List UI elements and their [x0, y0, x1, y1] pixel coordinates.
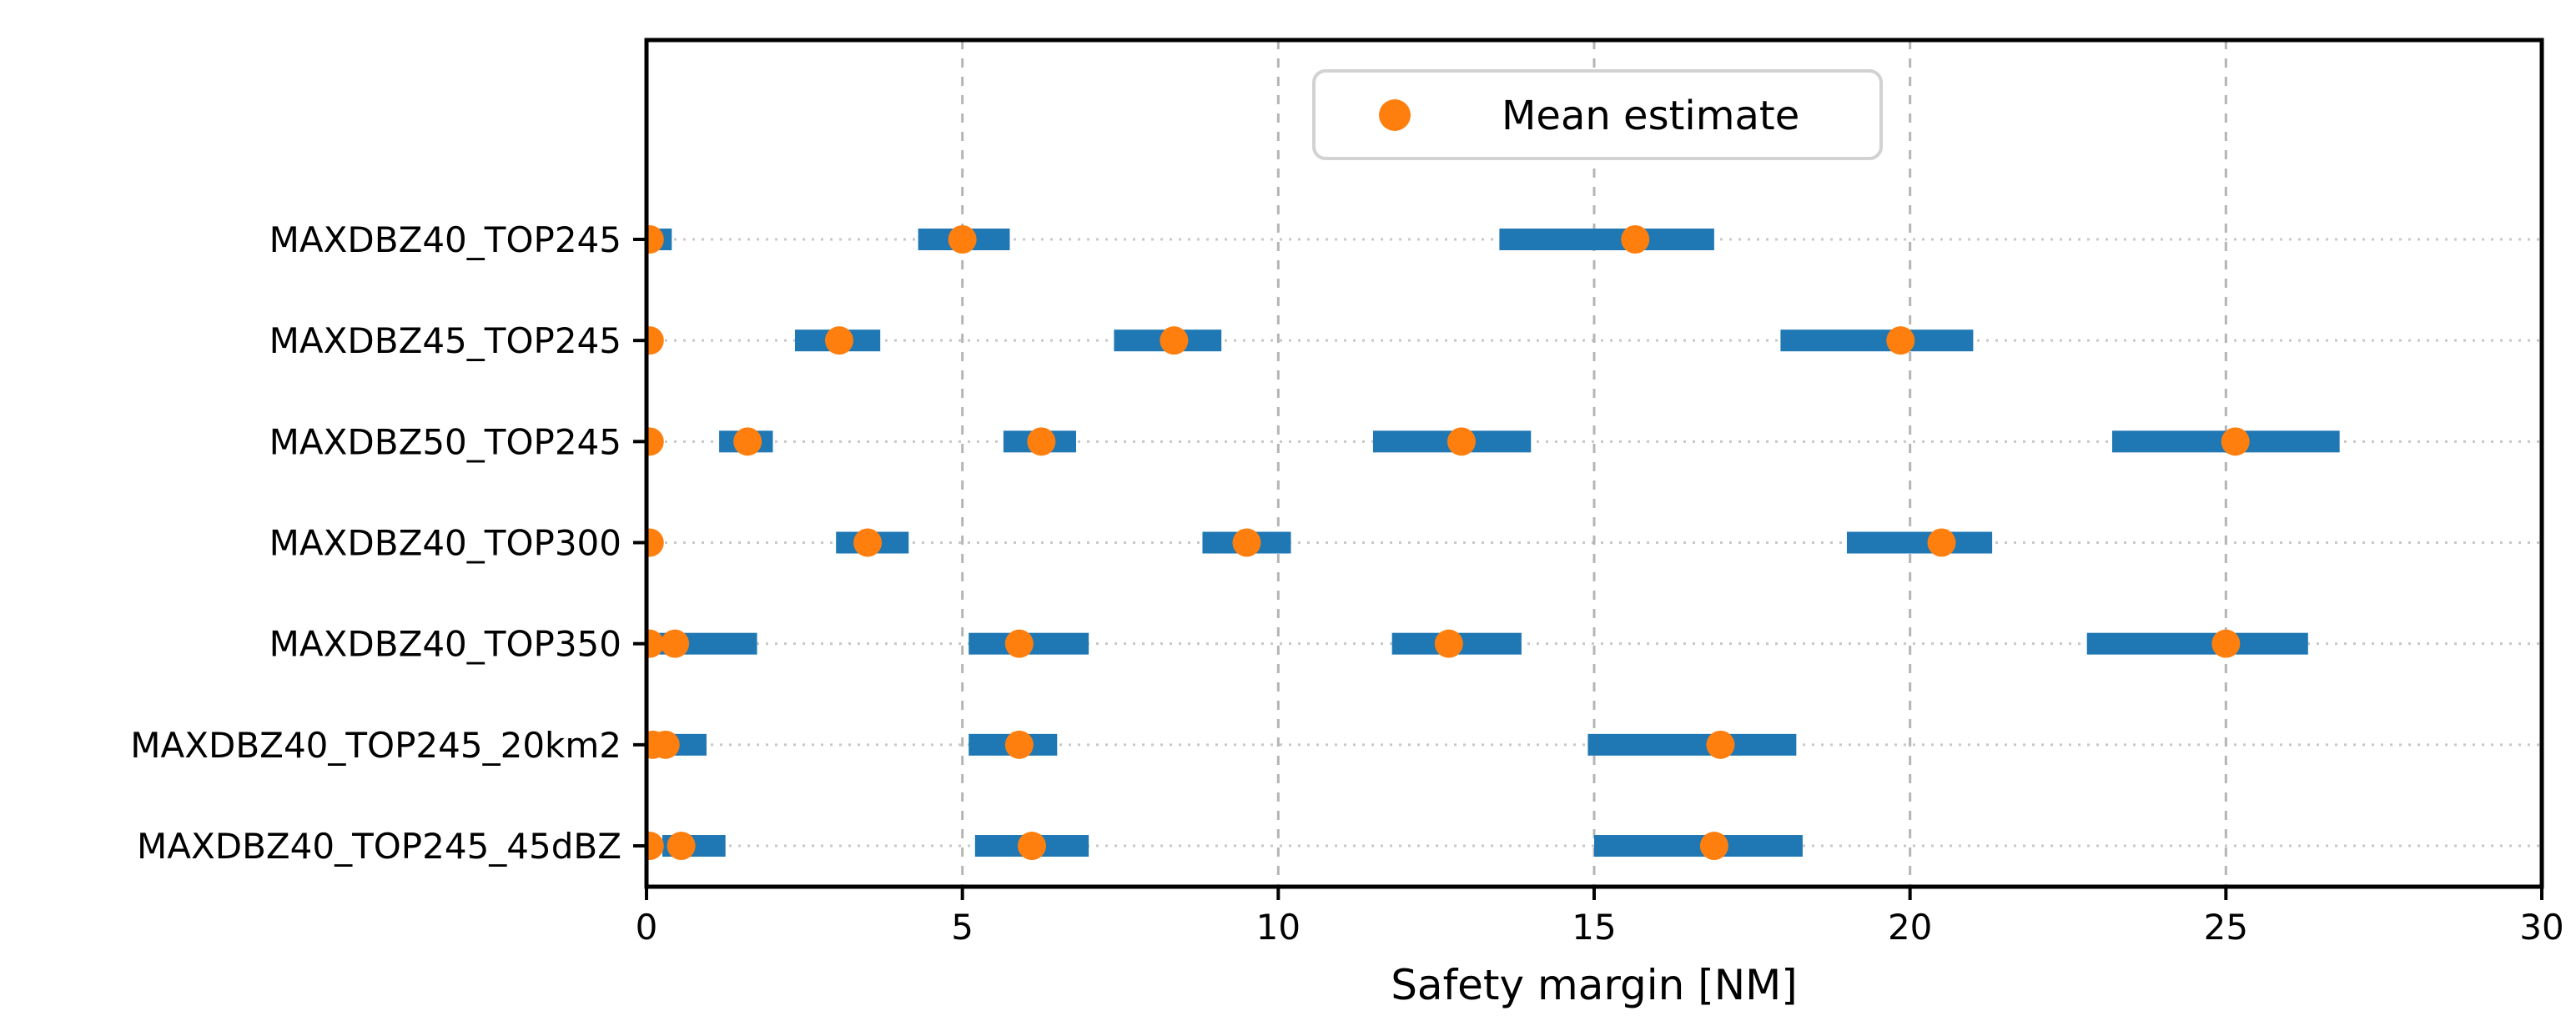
mean-dot: [667, 832, 696, 861]
mean-dot: [1927, 528, 1956, 557]
legend: Mean estimate: [1312, 69, 1883, 160]
x-tick-label: 0: [636, 907, 658, 948]
axes-layer: 0 5 10 15 20 25 30 MAXDBZ40_TOP245 MAXDBZ45_TOP2…: [130, 219, 2563, 948]
data-layer: [647, 225, 2340, 861]
mean-dot: [647, 832, 664, 861]
range-bar: [1587, 733, 1797, 756]
mean-dot: [824, 326, 853, 355]
range-bar: [1846, 531, 1993, 554]
y-category-label: MAXDBZ40_TOP245: [269, 219, 621, 260]
mean-dot: [1160, 326, 1189, 355]
plot-frame: [644, 38, 2544, 889]
mean-dot: [651, 730, 680, 759]
mean-dot: [1027, 427, 1056, 456]
mean-dot: [1446, 427, 1476, 456]
mean-dot: [2211, 629, 2241, 658]
x-gridlines-layer: [961, 40, 2227, 887]
mean-dot: [1004, 730, 1034, 759]
mean-dot: [1434, 629, 1463, 658]
y-category-label: MAXDBZ45_TOP245: [269, 320, 621, 361]
mean-dot: [1706, 730, 1735, 759]
mean-dot: [647, 326, 664, 355]
mean-dot: [948, 225, 977, 254]
legend-box: [1312, 69, 1883, 160]
x-tick-label: 20: [1888, 907, 1932, 948]
mean-dot: [1886, 326, 1915, 355]
mean-dot: [733, 427, 762, 456]
mean-dot: [647, 528, 664, 557]
y-category-label: MAXDBZ40_TOP300: [269, 523, 621, 564]
y-category-label: MAXDBZ40_TOP350: [269, 624, 621, 665]
y-category-label: MAXDBZ40_TOP245_20km2: [130, 725, 621, 766]
x-tick-label: 25: [2204, 907, 2248, 948]
mean-dot: [647, 427, 664, 456]
x-tick-label: 10: [1256, 907, 1301, 948]
legend-marker-mean-dot: [1379, 99, 1411, 131]
range-bar: [1780, 329, 1974, 352]
mean-dot: [1232, 528, 1261, 557]
x-axis-title: Safety margin [NM]: [1391, 961, 1798, 1009]
mean-dot: [661, 629, 690, 658]
x-tick-label: 5: [951, 907, 974, 948]
range-bar: [1594, 835, 1803, 858]
mean-dot: [1621, 225, 1650, 254]
mean-dot: [1017, 832, 1046, 861]
mean-dot: [647, 629, 664, 658]
mean-dot: [1699, 832, 1728, 861]
legend-label: Mean estimate: [1502, 93, 1799, 139]
x-tick-label: 15: [1572, 907, 1616, 948]
mean-dot: [2221, 427, 2250, 456]
mean-dot: [647, 225, 664, 254]
y-category-label: MAXDBZ50_TOP245: [269, 421, 621, 462]
range-bar: [2086, 632, 2308, 655]
x-tick-label: 30: [2519, 907, 2563, 948]
mean-dot: [1004, 629, 1034, 658]
range-bar: [1499, 229, 1714, 250]
mean-dot: [853, 528, 883, 557]
y-category-label: MAXDBZ40_TOP245_45dBZ: [137, 826, 621, 867]
